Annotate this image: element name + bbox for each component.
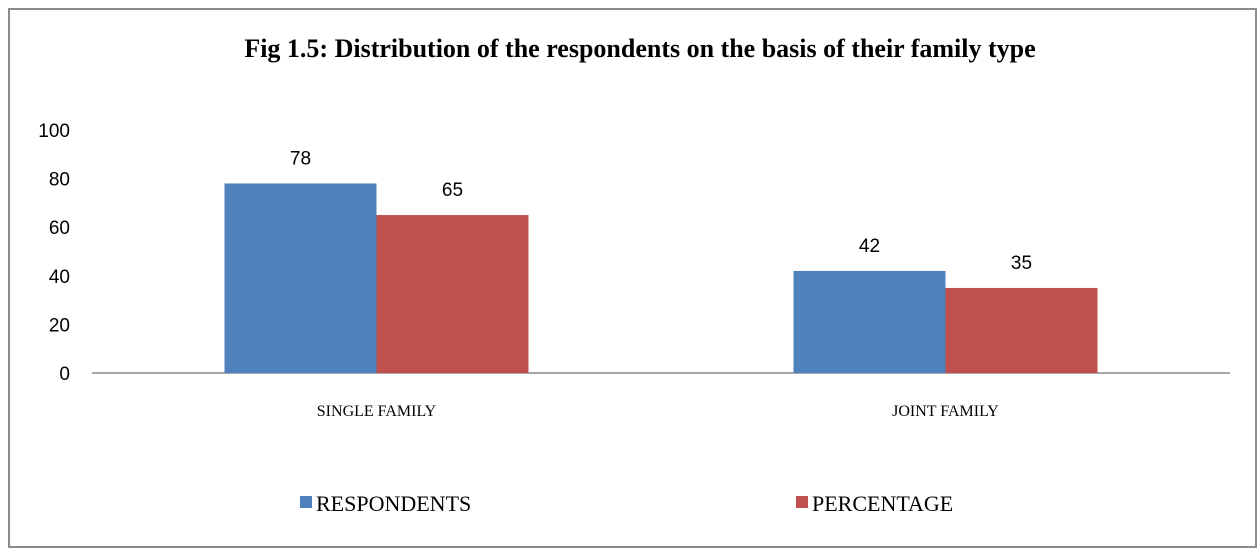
data-label: 78 [290, 148, 311, 169]
legend-swatch-percentage [796, 496, 808, 508]
bar-percentage-1 [376, 215, 529, 373]
legend-label-respondents: RESPONDENTS [316, 491, 471, 516]
y-tick-label: 80 [49, 170, 70, 191]
y-axis: 0 20 40 60 80 100 [38, 121, 70, 385]
y-tick-label: 40 [49, 267, 70, 288]
x-tick-label: SINGLE FAMILY [317, 403, 437, 420]
y-tick-label: 60 [49, 218, 70, 239]
legend-label-percentage: PERCENTAGE [812, 491, 953, 516]
data-labels: 78 65 42 35 [290, 148, 1032, 273]
data-label: 65 [442, 180, 463, 201]
bar-percentage-2 [945, 287, 1098, 373]
bar-respondents-2 [793, 270, 946, 373]
bar-chart: Fig 1.5: Distribution of the respondents… [38, 34, 1230, 516]
chart-title: Fig 1.5: Distribution of the respondents… [244, 34, 1035, 63]
data-label: 35 [1011, 253, 1032, 274]
y-tick-label: 0 [59, 364, 70, 385]
y-tick-label: 20 [49, 315, 70, 336]
y-tick-label: 100 [38, 121, 70, 142]
x-axis: SINGLE FAMILY JOINT FAMILY [317, 403, 1000, 420]
legend-swatch-respondents [300, 496, 312, 508]
bars [224, 183, 1098, 373]
bar-respondents-1 [224, 183, 377, 373]
legend: RESPONDENTS PERCENTAGE [300, 491, 953, 516]
data-label: 42 [859, 236, 880, 257]
x-tick-label: JOINT FAMILY [892, 403, 999, 420]
chart-frame [8, 8, 1257, 548]
